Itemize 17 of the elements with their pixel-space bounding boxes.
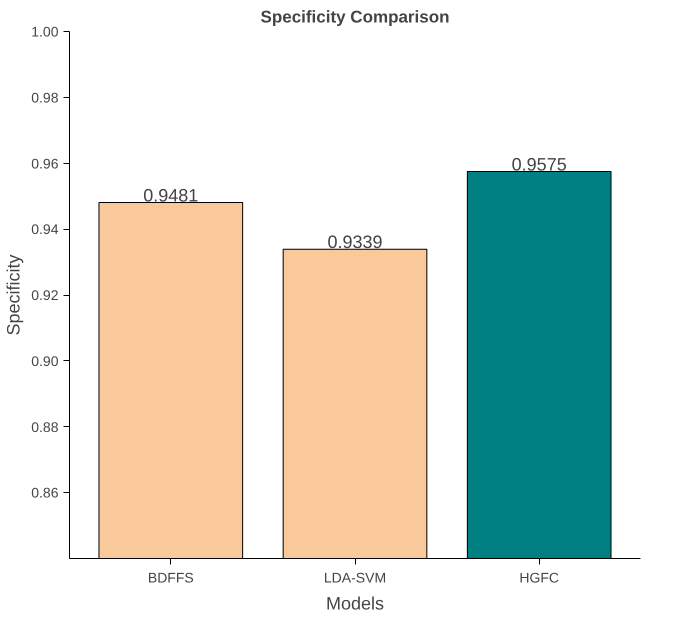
chart-title: Specificity Comparison [260, 8, 450, 26]
x-axis-title: Models [326, 594, 384, 614]
x-tick-label: LDA-SVM [324, 570, 386, 586]
y-tick-label: 1.00 [31, 24, 59, 40]
x-tick-label: HGFC [519, 570, 560, 586]
data-label: 0.9575 [512, 154, 567, 174]
y-tick-label: 0.96 [31, 155, 59, 172]
y-tick-label: 0.98 [31, 89, 59, 106]
y-axis-title: Specificity [3, 254, 24, 336]
y-tick-label: 0.90 [31, 352, 59, 369]
data-label: 0.9481 [143, 185, 198, 206]
y-tick-label: 0.92 [31, 287, 59, 303]
y-tick-label: 0.86 [31, 484, 59, 501]
data-label: 0.9339 [327, 232, 383, 252]
x-tick-label: BDFFS [148, 570, 194, 586]
y-tick-label: 0.88 [31, 418, 59, 435]
y-tick-label: 0.94 [31, 221, 59, 238]
